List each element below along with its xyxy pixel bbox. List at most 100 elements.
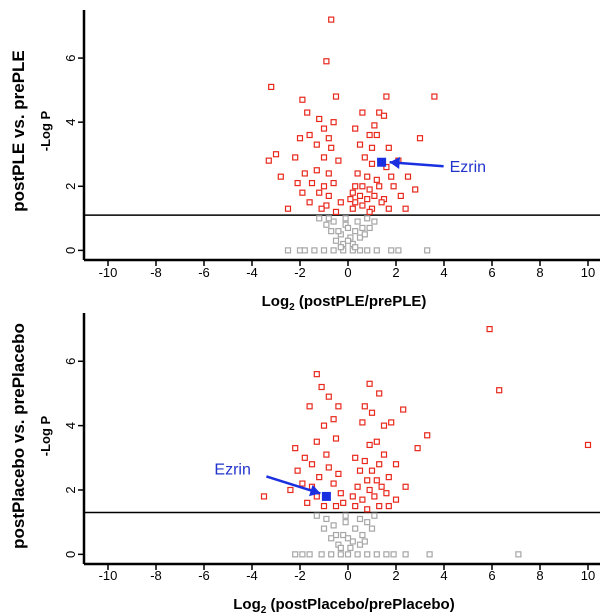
significant-point (337, 490, 344, 497)
nonsignificant-point (515, 551, 522, 558)
significant-point (332, 93, 340, 100)
annotation-arrow-head (389, 156, 401, 169)
nonsignificant-point (337, 544, 344, 552)
significant-point (316, 474, 323, 481)
significant-point (304, 109, 311, 116)
nonsignificant-point (395, 247, 402, 254)
significant-point (296, 135, 304, 142)
significant-point (352, 199, 359, 206)
nonsignificant-point (361, 538, 368, 545)
significant-point (364, 506, 371, 513)
significant-point (328, 16, 335, 23)
nonsignificant-point (342, 519, 349, 526)
nonsignificant-point (318, 551, 325, 558)
significant-point (364, 173, 371, 180)
y-tick-label: 2 (63, 183, 78, 190)
significant-point (330, 416, 337, 423)
significant-point (301, 170, 308, 177)
nonsignificant-point (328, 535, 335, 542)
significant-point (388, 419, 395, 426)
significant-point (373, 477, 380, 484)
nonsignificant-point (335, 228, 342, 235)
nonsignificant-point (356, 515, 364, 523)
nonsignificant-point (328, 228, 335, 235)
significant-point (306, 403, 313, 410)
significant-point (277, 173, 284, 180)
significant-point (320, 422, 328, 429)
nonsignificant-point (364, 215, 371, 222)
nonsignificant-point (424, 247, 431, 254)
nonsignificant-point (337, 551, 344, 558)
plot-area: 0 2 4 6 -10 -8 -6 -4 -2 0 2 4 6 8 10 Ezrin (63, 10, 600, 280)
significant-point (486, 325, 493, 333)
y-tick-label: 2 (63, 486, 78, 493)
significant-point (294, 467, 301, 474)
significant-point (359, 496, 366, 503)
significant-point (318, 383, 325, 391)
significant-point (299, 480, 306, 487)
significant-point (313, 438, 320, 445)
significant-point (349, 493, 356, 500)
nonsignificant-point (330, 247, 337, 254)
significant-point (306, 199, 313, 206)
nonsignificant-point (364, 519, 371, 526)
significant-point (340, 499, 347, 506)
significant-point (325, 393, 332, 400)
significant-point (359, 202, 366, 209)
y-axis-label: -Log P (38, 110, 53, 151)
nonsignificant-point (356, 247, 364, 254)
nonsignificant-point (359, 531, 366, 539)
nonsignificant-point (311, 247, 318, 254)
y-tick-label: 0 (63, 551, 78, 558)
significant-point (392, 496, 400, 503)
significant-point (373, 176, 380, 183)
significant-point (385, 474, 392, 481)
significant-point (416, 135, 424, 142)
x-tick-label: 6 (488, 265, 495, 280)
significant-point (380, 112, 388, 119)
nonsignificant-point (361, 231, 368, 238)
significant-point (335, 403, 342, 410)
significant-point (361, 403, 368, 410)
significant-point (383, 490, 390, 497)
significant-point (366, 131, 373, 139)
x-tick-label: 0 (344, 568, 351, 583)
significant-point (431, 93, 438, 100)
significant-point (352, 125, 359, 132)
significant-point (356, 192, 364, 199)
significant-point (383, 163, 390, 171)
annotation-label: Ezrin (214, 461, 250, 478)
x-tick-label: 6 (488, 568, 495, 583)
y-tick-label: 4 (63, 422, 78, 429)
nonsignificant-point (320, 525, 328, 532)
significant-point (380, 422, 388, 429)
x-tick-label: -2 (294, 265, 306, 280)
nonsignificant-point (368, 525, 376, 532)
significant-point (378, 483, 385, 490)
nonsignificant-point (383, 551, 390, 558)
x-tick-label: -6 (198, 568, 210, 583)
significant-point (313, 371, 320, 378)
significant-point (299, 96, 306, 103)
significant-point (366, 486, 373, 494)
significant-point (313, 141, 320, 148)
significant-point (308, 179, 316, 187)
significant-point (354, 170, 361, 177)
x-axis-label-subscript: 2 (289, 302, 295, 313)
nonsignificant-point (366, 224, 373, 232)
nonsignificant-point (359, 224, 366, 232)
x-tick-label: 8 (536, 568, 543, 583)
significant-point (328, 144, 335, 151)
ezrin-point (321, 491, 331, 501)
nonsignificant-point (342, 512, 349, 519)
x-axis-label-subscript: 2 (261, 605, 267, 613)
significant-point (265, 157, 272, 164)
significant-point (376, 109, 383, 116)
nonsignificant-point (352, 244, 359, 251)
annotation-arrow-head (309, 484, 321, 497)
nonsignificant-point (301, 247, 308, 254)
significant-point (378, 199, 385, 206)
nonsignificant-point (337, 244, 344, 251)
nonsignificant-point (388, 247, 395, 254)
nonsignificant-point (344, 551, 352, 558)
